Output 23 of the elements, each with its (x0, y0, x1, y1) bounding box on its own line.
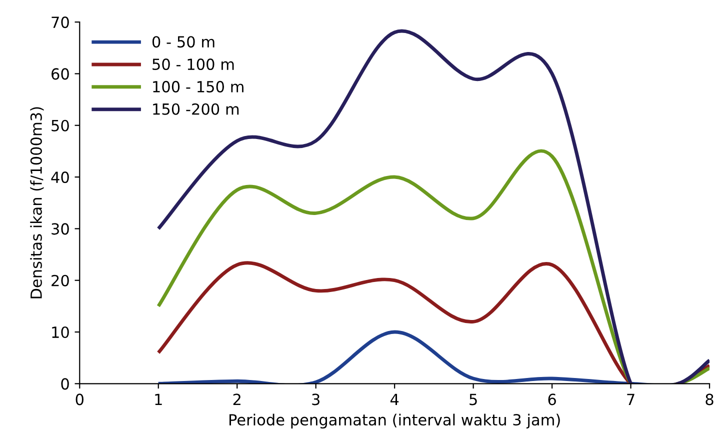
x-tick-label: 6 (548, 394, 556, 406)
y-tick-label: 40 (51, 171, 69, 184)
x-tick-label: 4 (390, 394, 399, 405)
y-tick-label: 60 (52, 68, 69, 80)
x-tick-label: 8 (706, 394, 714, 406)
y-axis-title: Densitas ikan (f/1000m3) (30, 107, 44, 298)
x-tick-label: 0 (76, 394, 84, 406)
y-tick-label: 10 (52, 326, 69, 338)
legend-label: 100 - 150 m (153, 80, 244, 92)
y-tick-label: 30 (52, 223, 69, 235)
x-tick-label: 5 (470, 394, 477, 406)
y-tick-label: 20 (52, 274, 69, 286)
legend-label: 0 - 50 m (152, 36, 214, 48)
x-tick-label: 2 (233, 394, 240, 405)
y-tick-label: 70 (52, 16, 69, 28)
x-tick-label: 7 (627, 394, 634, 405)
legend-label: 50 - 100 m (152, 58, 234, 70)
x-tick-label: 1 (155, 394, 162, 405)
x-axis-title: Periode pengamatan (interval waktu 3 jam) (229, 414, 560, 429)
y-tick-label: 50 (52, 120, 69, 132)
x-tick-label: 3 (312, 394, 320, 406)
legend-label: 150 -200 m (153, 103, 239, 115)
y-tick-label: 0 (61, 378, 69, 390)
